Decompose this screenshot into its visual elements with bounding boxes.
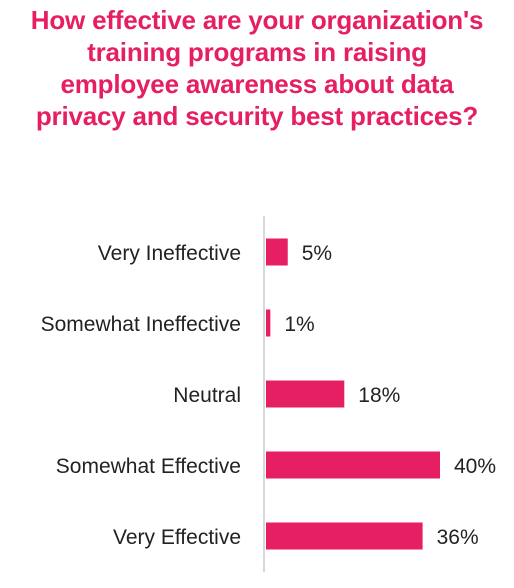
- bar: [266, 309, 271, 337]
- category-label: Somewhat Effective: [56, 455, 241, 478]
- bar: [266, 522, 423, 550]
- bar: [266, 380, 345, 408]
- value-label: 18%: [358, 384, 400, 407]
- value-label: 1%: [284, 313, 314, 336]
- bar: [266, 238, 288, 266]
- value-label: 5%: [302, 242, 332, 265]
- chart-title: How effective are your organization's tr…: [30, 5, 484, 131]
- category-label: Very Effective: [113, 526, 241, 549]
- category-label: Neutral: [173, 384, 241, 407]
- bar: [266, 451, 440, 479]
- category-label: Somewhat Ineffective: [41, 313, 241, 336]
- value-label: 36%: [437, 526, 479, 549]
- value-label: 40%: [454, 455, 496, 478]
- category-label: Very Ineffective: [98, 242, 241, 265]
- bars-group: Very Ineffective 5% Somewhat Ineffective 1%…: [41, 238, 496, 550]
